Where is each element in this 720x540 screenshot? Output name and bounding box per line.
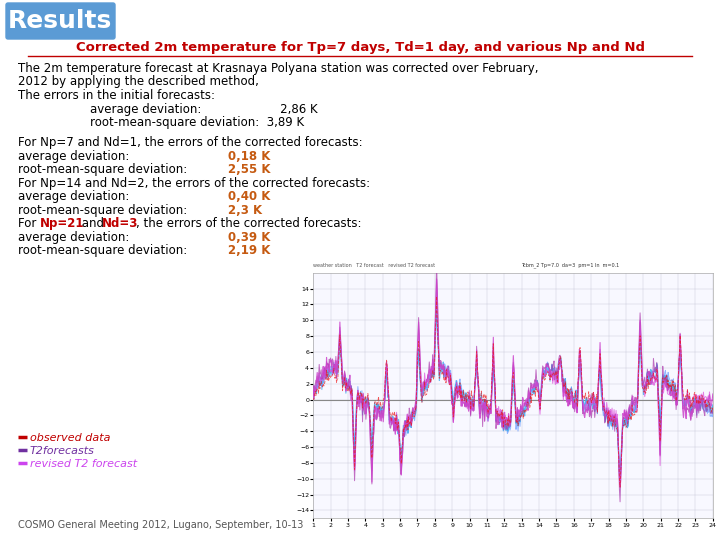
- Text: 2,19 K: 2,19 K: [228, 244, 271, 257]
- Text: The errors in the initial forecasts:: The errors in the initial forecasts:: [18, 89, 215, 102]
- Text: Results: Results: [8, 9, 112, 33]
- Text: Corrected 2m temperature for Tp=7 days, Td=1 day, and various Np and Nd: Corrected 2m temperature for Tp=7 days, …: [76, 42, 644, 55]
- Text: 2,3 K: 2,3 K: [228, 204, 262, 217]
- Text: For: For: [18, 217, 40, 230]
- Text: 2012 by applying the described method,: 2012 by applying the described method,: [18, 76, 259, 89]
- Text: Np=21: Np=21: [40, 217, 84, 230]
- Text: root-mean-square deviation:  3,89 K: root-mean-square deviation: 3,89 K: [90, 116, 304, 129]
- Text: For Np=7 and Nd=1, the errors of the corrected forecasts:: For Np=7 and Nd=1, the errors of the cor…: [18, 136, 363, 149]
- Text: 0,18 K: 0,18 K: [228, 150, 271, 163]
- FancyBboxPatch shape: [6, 3, 115, 39]
- Text: T2forecasts: T2forecasts: [30, 446, 95, 456]
- Text: average deviation:                     2,86 K: average deviation: 2,86 K: [90, 103, 318, 116]
- Text: COSMO General Meeting 2012, Lugano, September, 10-13: COSMO General Meeting 2012, Lugano, Sept…: [18, 520, 303, 530]
- Text: average deviation:: average deviation:: [18, 150, 174, 163]
- Text: 0,40 K: 0,40 K: [228, 190, 271, 203]
- Text: root-mean-square deviation:: root-mean-square deviation:: [18, 244, 199, 257]
- Text: , the errors of the corrected forecasts:: , the errors of the corrected forecasts:: [136, 217, 361, 230]
- Text: For Np=14 and Nd=2, the errors of the corrected forecasts:: For Np=14 and Nd=2, the errors of the co…: [18, 177, 370, 190]
- Text: Tcbm_2 Tp=7.0  da=3  pm=1 ln  m=0.1: Tcbm_2 Tp=7.0 da=3 pm=1 ln m=0.1: [521, 262, 619, 268]
- Text: weather station   T2 forecast   revised T2 forecast: weather station T2 forecast revised T2 f…: [313, 263, 436, 268]
- Text: Nd=3: Nd=3: [102, 217, 138, 230]
- Text: observed data: observed data: [30, 433, 110, 443]
- Text: average deviation:: average deviation:: [18, 190, 174, 203]
- Text: average deviation:: average deviation:: [18, 231, 174, 244]
- Text: and: and: [78, 217, 108, 230]
- Text: root-mean-square deviation:: root-mean-square deviation:: [18, 163, 199, 176]
- Text: 0,39 K: 0,39 K: [228, 231, 271, 244]
- Text: revised T2 forecast: revised T2 forecast: [30, 459, 137, 469]
- Text: root-mean-square deviation:: root-mean-square deviation:: [18, 204, 199, 217]
- Text: The 2m temperature forecast at Krasnaya Polyana station was corrected over Febru: The 2m temperature forecast at Krasnaya …: [18, 62, 539, 75]
- Text: 2,55 K: 2,55 K: [228, 163, 271, 176]
